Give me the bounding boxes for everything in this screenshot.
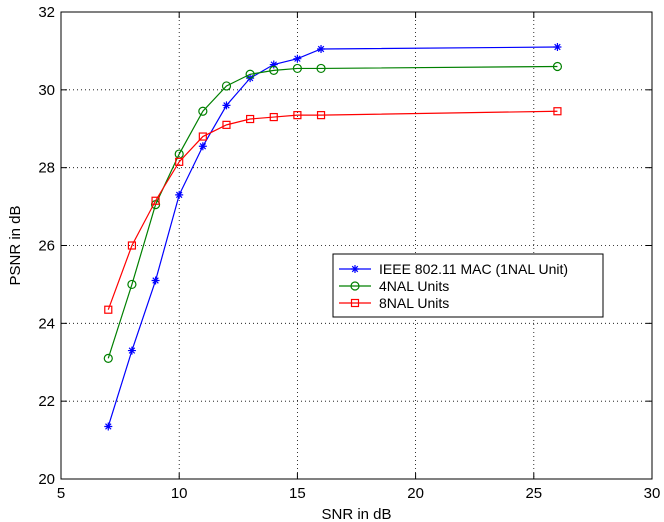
axis-ticks: 5 10 15 20 25 30 20 22 24 26 28 30 32 — [38, 4, 660, 502]
y-tick-label: 24 — [38, 315, 55, 332]
series-line — [107, 110, 558, 310]
y-axis-label: PSNR in dB — [7, 205, 24, 285]
legend-swatch-marker — [350, 298, 360, 308]
x-tick-label: 30 — [644, 485, 661, 502]
legend-swatch-marker — [351, 265, 359, 273]
data-point — [269, 112, 278, 122]
series-1 — [104, 43, 562, 431]
legend-label: 4NAL Units — [379, 278, 449, 294]
data-point — [245, 69, 255, 79]
legend-item: 4NAL Units — [339, 278, 449, 294]
data-point — [104, 422, 113, 431]
x-tick-label: 25 — [525, 485, 542, 502]
series-layer — [103, 43, 563, 431]
data-point — [222, 101, 231, 110]
data-point — [222, 120, 231, 129]
data-point — [293, 111, 302, 120]
data-point — [151, 276, 160, 285]
y-tick-label: 26 — [38, 238, 55, 255]
data-point — [316, 111, 326, 120]
data-point — [293, 54, 302, 63]
data-point — [198, 106, 208, 116]
data-point — [127, 241, 137, 250]
series-3 — [104, 107, 562, 314]
x-tick-label: 20 — [407, 485, 424, 502]
data-point — [292, 63, 302, 74]
x-tick-label: 5 — [57, 485, 65, 502]
y-tick-label: 22 — [38, 393, 55, 410]
data-point — [127, 346, 136, 355]
data-point — [553, 43, 562, 52]
data-point — [316, 63, 326, 74]
legend-label: IEEE 802.11 MAC (1NAL Unit) — [379, 261, 568, 277]
data-point — [221, 81, 232, 91]
legend-label: 8NAL Units — [379, 295, 449, 311]
x-axis-label: SNR in dB — [321, 506, 391, 522]
y-tick-label: 30 — [38, 82, 55, 99]
data-point — [317, 44, 326, 53]
data-point — [127, 279, 137, 290]
legend-box — [332, 253, 604, 318]
data-point — [269, 65, 279, 75]
data-point — [269, 60, 278, 69]
grid — [61, 12, 652, 479]
data-point — [104, 305, 113, 314]
legend-item: IEEE 802.11 MAC (1NAL Unit) — [339, 261, 568, 277]
x-tick-label: 15 — [289, 485, 306, 502]
x-tick-label: 10 — [171, 485, 188, 502]
data-point — [175, 157, 184, 166]
data-point — [552, 61, 563, 72]
y-tick-label: 28 — [38, 160, 55, 177]
data-point — [103, 353, 113, 363]
data-point — [198, 132, 207, 141]
data-point — [246, 114, 255, 124]
legend: IEEE 802.11 MAC (1NAL Unit)4NAL Units8NA… — [332, 253, 604, 318]
data-point — [151, 196, 160, 205]
legend-swatch-marker — [350, 281, 360, 291]
y-tick-label: 20 — [38, 471, 55, 488]
data-point — [198, 142, 207, 151]
y-tick-label: 32 — [38, 4, 55, 21]
legend-item: 8NAL Units — [339, 295, 449, 311]
data-point — [175, 190, 184, 199]
data-point — [553, 107, 562, 116]
series-line — [107, 65, 558, 359]
